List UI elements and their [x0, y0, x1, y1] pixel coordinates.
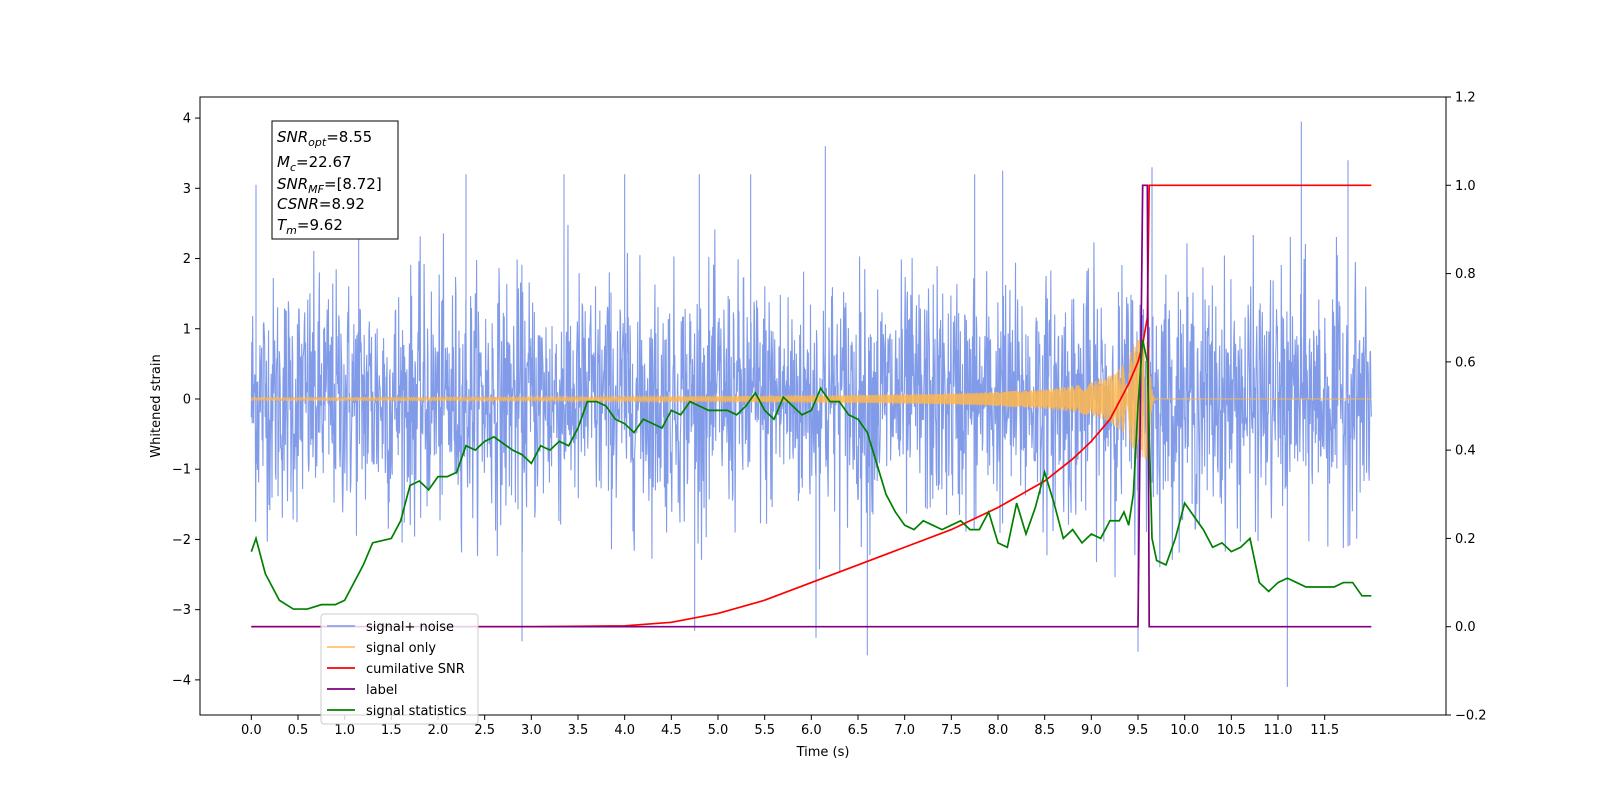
annotation-csnr: CSNR=8.92 [277, 195, 365, 213]
annotation-snr-mf: SNRMF=[8.72] [277, 175, 382, 196]
legend-item-cumulative-snr: cumilative SNR [327, 662, 465, 677]
y-left-tick-label: 4 [183, 112, 191, 127]
legend-item-signal-only: signal only [327, 641, 436, 656]
annotation-merger-time: Tm=9.62 [277, 216, 343, 237]
y-left-tick-label: 2 [183, 252, 191, 267]
svg-text:signal+ noise: signal+ noise [366, 620, 454, 635]
x-tick-label: 7.5 [941, 723, 962, 738]
x-tick-label: 7.0 [894, 723, 915, 738]
x-tick-label: 0.0 [241, 723, 262, 738]
series-signal-statistics [250, 339, 1372, 610]
x-axis-label: Time (s) [796, 745, 850, 760]
y-right-tick-label: −0.2 [1455, 709, 1487, 724]
y-right-tick-label: 0.6 [1455, 355, 1476, 370]
annotation-chirp-mass: Mc=22.67 [277, 153, 352, 174]
y-right-tick-label: 0.8 [1455, 267, 1476, 282]
x-tick-label: 0.5 [288, 723, 309, 738]
annotation-frame [271, 120, 399, 240]
y-right-tick-label: 1.2 [1455, 91, 1476, 106]
plot-frame [199, 96, 1447, 716]
y-left-tick-label: −3 [172, 603, 191, 618]
x-tick-label: 11.5 [1310, 723, 1339, 738]
svg-text:label: label [366, 683, 397, 698]
y-right-tick-label: 0.0 [1455, 620, 1476, 635]
x-tick-label: 11.0 [1264, 723, 1293, 738]
x-tick-label: 5.0 [708, 723, 729, 738]
svg-text:signal statistics: signal statistics [366, 704, 467, 719]
legend-item-label: label [327, 683, 397, 698]
svg-text:signal only: signal only [366, 641, 436, 656]
x-tick-label: 6.0 [801, 723, 822, 738]
x-tick-label: 1.5 [381, 723, 402, 738]
x-tick-label: 8.0 [988, 723, 1009, 738]
y-left-tick-label: −2 [172, 533, 191, 548]
x-tick-label: 4.0 [614, 723, 635, 738]
x-tick-label: 3.5 [568, 723, 589, 738]
x-tick-label: 10.0 [1170, 723, 1199, 738]
x-tick-label: 3.0 [521, 723, 542, 738]
x-tick-label: 5.5 [754, 723, 775, 738]
y-right-tick-label: 1.0 [1455, 179, 1476, 194]
y-right-tick-label: 0.4 [1455, 444, 1476, 459]
x-tick-label: 9.5 [1128, 723, 1149, 738]
legend-item-signal-statistics: signal statistics [327, 704, 467, 719]
x-tick-label: 2.0 [428, 723, 449, 738]
annotation-snr-opt: SNRopt=8.55 [277, 128, 372, 149]
x-tick-label: 10.5 [1217, 723, 1246, 738]
y-left-tick-label: 0 [183, 392, 191, 407]
svg-text:cumilative SNR: cumilative SNR [366, 662, 465, 677]
y-axis-label-left: Whitened strain [149, 354, 164, 457]
y-left-tick-label: −1 [172, 463, 191, 478]
y-left-tick-label: −4 [172, 673, 191, 688]
legend: signal+ noise signal only cumilative SNR la… [320, 613, 479, 725]
y-left-tick-label: 1 [183, 322, 191, 337]
legend-item-signal-plus-noise: signal+ noise [327, 620, 454, 635]
x-axis: 0.0 0.5 1.0 1.5 2.0 2.5 3.0 3.5 4.0 4.5 5.0 5.5 6.0 6… [241, 715, 1339, 738]
x-tick-label: 1.0 [334, 723, 355, 738]
legend-frame [320, 613, 479, 725]
x-tick-label: 2.5 [474, 723, 495, 738]
y-left-tick-label: 3 [183, 182, 191, 197]
annotation-box: SNRopt=8.55 Mc=22.67SNRMF=[8.72]CSNR=8.92… [271, 120, 399, 240]
y-axis-left: −4 −3 −2 −1 0 1 2 3 4 [172, 112, 200, 688]
x-tick-label: 4.5 [661, 723, 682, 738]
series-signal-only [250, 339, 1372, 459]
x-tick-label: 9.0 [1081, 723, 1102, 738]
y-right-tick-label: 0.2 [1455, 532, 1476, 547]
x-tick-label: 8.5 [1034, 723, 1055, 738]
series-layer [250, 121, 1372, 687]
series-label [251, 184, 1372, 628]
x-tick-label: 6.5 [848, 723, 869, 738]
y-axis-right: −0.2 0.0 0.2 0.4 0.6 0.8 1.0 1.2 [1446, 91, 1487, 724]
